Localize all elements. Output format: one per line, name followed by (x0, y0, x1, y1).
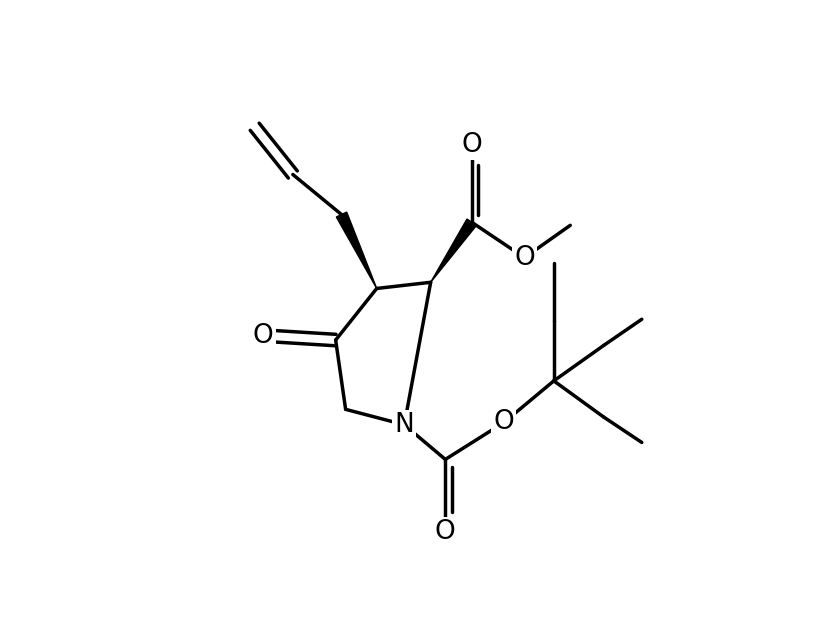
Text: O: O (252, 323, 274, 349)
Text: O: O (514, 245, 535, 271)
Text: N: N (395, 412, 414, 438)
Text: O: O (435, 520, 456, 546)
Text: O: O (493, 409, 514, 435)
Polygon shape (336, 212, 377, 288)
Text: O: O (462, 131, 482, 157)
Polygon shape (431, 219, 476, 282)
